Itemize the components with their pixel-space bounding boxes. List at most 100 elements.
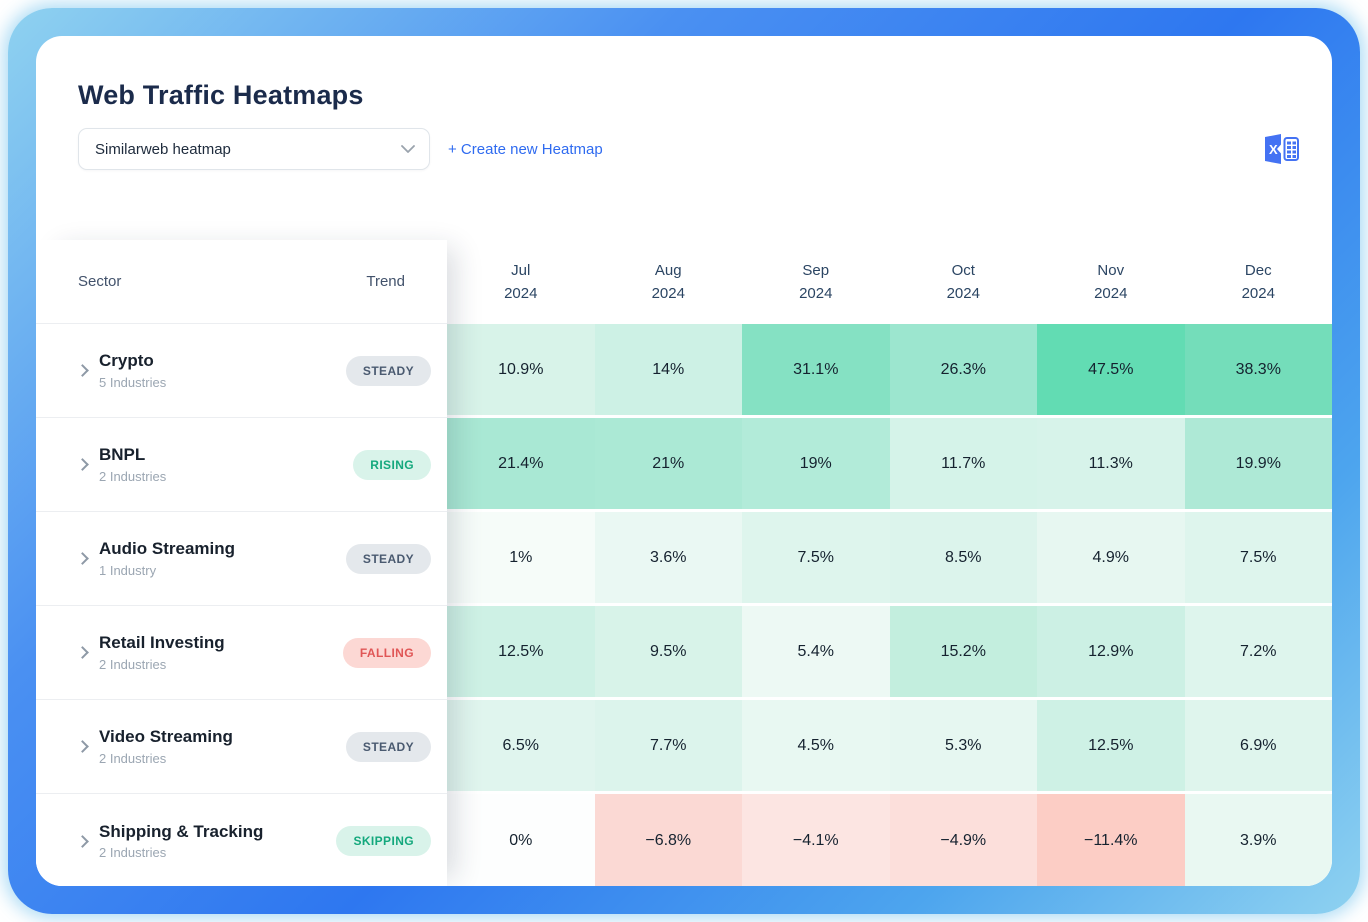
sector-info: BNPL 2 Industries <box>99 445 166 483</box>
sector-row[interactable]: Video Streaming 2 Industries STEADY <box>36 700 447 794</box>
month-header: Nov 2024 <box>1037 259 1185 306</box>
trend-badge: FALLING <box>342 637 431 668</box>
window-frame: Web Traffic Heatmaps Similarweb heatmap … <box>8 8 1360 914</box>
heatmap-cell: 7.7% <box>594 700 742 791</box>
sector-industries-count: 2 Industries <box>99 468 167 484</box>
chevron-right-icon[interactable] <box>76 740 89 753</box>
heatmap-table: Sector Trend Crypto 5 Industries STEADY BNP… <box>36 240 1332 886</box>
month-header: Jul 2024 <box>447 259 595 306</box>
heatmap-row: 0% −6.8% −4.1% −4.9% −11.4% 3.9% <box>447 794 1332 886</box>
heatmap-row: 10.9% 14% 31.1% 26.3% 47.5% 38.3% <box>447 324 1332 418</box>
sector-panel: Sector Trend Crypto 5 Industries STEADY BNP… <box>36 240 447 886</box>
month-year: 2024 <box>1241 285 1275 302</box>
heatmap-cell: 7.5% <box>742 512 890 603</box>
month-year: 2024 <box>799 285 833 302</box>
sector-name: Crypto <box>99 351 154 371</box>
chevron-right-icon[interactable] <box>76 834 89 848</box>
create-heatmap-link[interactable]: + Create new Heatmap <box>448 140 603 158</box>
excel-icon: X <box>1265 134 1299 164</box>
heatmap-cell: 10.9% <box>447 324 595 415</box>
month-year: 2024 <box>651 285 685 302</box>
month-label: Nov <box>1097 261 1125 279</box>
trend-badge: STEADY <box>345 543 431 574</box>
heatmap-cell: 6.9% <box>1184 700 1332 791</box>
heatmap-cell: 26.3% <box>889 324 1037 415</box>
heatmap-grid: Jul 2024 Aug 2024 Sep 2024 Oct 2024 Nov 2024 Dec 20… <box>447 240 1332 886</box>
heatmap-cell: 14% <box>594 324 742 415</box>
heatmap-row: 21.4% 21% 19% 11.7% 11.3% 19.9% <box>447 418 1332 512</box>
sector-info: Audio Streaming 1 Industry <box>99 539 235 577</box>
month-header: Dec 2024 <box>1185 259 1333 306</box>
month-year: 2024 <box>504 285 538 302</box>
month-header: Sep 2024 <box>742 259 890 306</box>
heatmap-cell: 6.5% <box>447 700 595 791</box>
sector-row[interactable]: Shipping & Tracking 2 Industries SKIPPING <box>36 794 447 886</box>
sector-name: BNPL <box>99 445 146 465</box>
heatmap-cell: −11.4% <box>1037 794 1185 886</box>
heatmap-cell: −4.9% <box>889 794 1037 886</box>
heatmap-cell: 38.3% <box>1184 324 1332 415</box>
sector-name: Video Streaming <box>99 727 233 747</box>
month-label: Jul <box>511 261 531 279</box>
sector-industries-count: 2 Industries <box>99 845 167 861</box>
sector-industries-count: 5 Industries <box>99 374 167 390</box>
month-label: Aug <box>654 261 682 279</box>
heatmap-rows: 10.9% 14% 31.1% 26.3% 47.5% 38.3% 21.4% 21% 19% 1… <box>447 324 1332 886</box>
sector-row[interactable]: Audio Streaming 1 Industry STEADY <box>36 512 447 606</box>
trend-badge: RISING <box>353 449 431 480</box>
sector-industries-count: 2 Industries <box>99 656 167 672</box>
heatmap-cell: 8.5% <box>889 512 1037 603</box>
sector-row[interactable]: Retail Investing 2 Industries FALLING <box>36 606 447 700</box>
sector-name: Retail Investing <box>99 633 225 653</box>
page-title: Web Traffic Heatmaps <box>78 80 364 110</box>
heatmap-cell: 31.1% <box>742 324 890 415</box>
heatmap-row: 12.5% 9.5% 5.4% 15.2% 12.9% 7.2% <box>447 606 1332 700</box>
heatmap-cell: 0% <box>447 794 595 886</box>
heatmap-cell: 19% <box>742 418 890 509</box>
heatmap-cell: 21.4% <box>447 418 595 509</box>
heatmap-cell: 19.9% <box>1184 418 1332 509</box>
sector-info: Crypto 5 Industries <box>99 351 166 389</box>
sector-name: Shipping & Tracking <box>99 821 264 841</box>
trend-column-header: Trend <box>366 273 405 290</box>
month-year: 2024 <box>946 285 980 302</box>
heatmap-selector[interactable]: Similarweb heatmap <box>78 128 430 170</box>
excel-export-button[interactable]: X <box>1264 133 1300 165</box>
heatmap-cell: −4.1% <box>742 794 890 886</box>
month-label: Sep <box>802 261 830 279</box>
chevron-down-icon <box>401 145 415 153</box>
heatmap-cell: 11.3% <box>1037 418 1185 509</box>
chevron-right-icon[interactable] <box>76 552 89 565</box>
chevron-right-icon[interactable] <box>76 364 89 377</box>
month-label: Oct <box>951 261 975 279</box>
heatmap-cell: 47.5% <box>1037 324 1185 415</box>
heatmap-row: 6.5% 7.7% 4.5% 5.3% 12.5% 6.9% <box>447 700 1332 794</box>
trend-badge: STEADY <box>345 731 431 762</box>
month-label: Dec <box>1244 261 1272 279</box>
sector-rows: Crypto 5 Industries STEADY BNPL 2 Industries… <box>36 324 447 886</box>
heatmap-cell: 15.2% <box>889 606 1037 697</box>
heatmap-cell: 12.5% <box>1037 700 1185 791</box>
heatmap-cell: 7.5% <box>1184 512 1332 603</box>
sector-row[interactable]: BNPL 2 Industries RISING <box>36 418 447 512</box>
sector-name: Audio Streaming <box>99 539 236 559</box>
heatmap-cell: 3.9% <box>1184 794 1332 886</box>
heatmap-cell: 7.2% <box>1184 606 1332 697</box>
heatmap-cell: 9.5% <box>594 606 742 697</box>
heatmap-cell: 5.3% <box>889 700 1037 791</box>
heatmap-cell: 5.4% <box>742 606 890 697</box>
heatmap-selector-value: Similarweb heatmap <box>95 140 231 158</box>
heatmap-cell: 4.9% <box>1037 512 1185 603</box>
sector-info: Retail Investing 2 Industries <box>99 633 225 671</box>
heatmap-cell: 12.5% <box>447 606 595 697</box>
heatmap-cell: 11.7% <box>889 418 1037 509</box>
sector-industries-count: 2 Industries <box>99 750 167 766</box>
month-year: 2024 <box>1094 285 1128 302</box>
month-header: Aug 2024 <box>595 259 743 306</box>
chevron-right-icon[interactable] <box>76 458 89 471</box>
toolbar: Similarweb heatmap + Create new Heatmap … <box>78 128 1300 170</box>
heatmap-cell: −6.8% <box>594 794 742 886</box>
sector-industries-count: 1 Industry <box>99 562 157 578</box>
chevron-right-icon[interactable] <box>76 646 89 659</box>
sector-row[interactable]: Crypto 5 Industries STEADY <box>36 324 447 418</box>
